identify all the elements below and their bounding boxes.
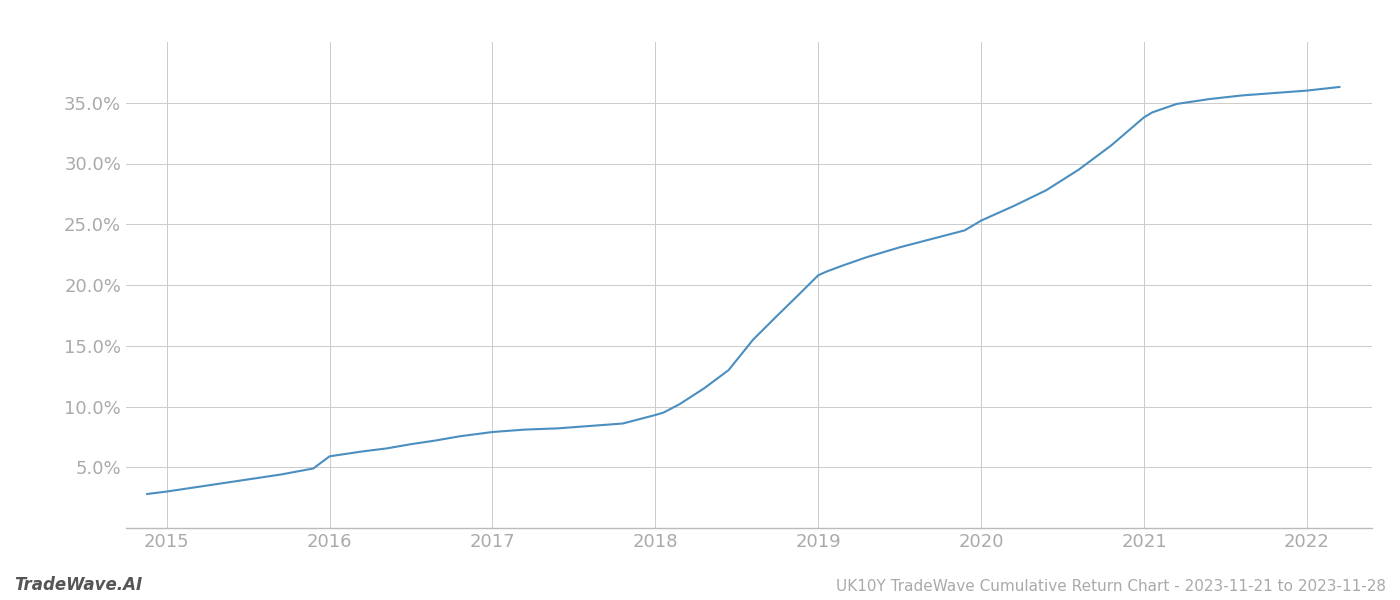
Text: TradeWave.AI: TradeWave.AI — [14, 576, 143, 594]
Text: UK10Y TradeWave Cumulative Return Chart - 2023-11-21 to 2023-11-28: UK10Y TradeWave Cumulative Return Chart … — [836, 579, 1386, 594]
